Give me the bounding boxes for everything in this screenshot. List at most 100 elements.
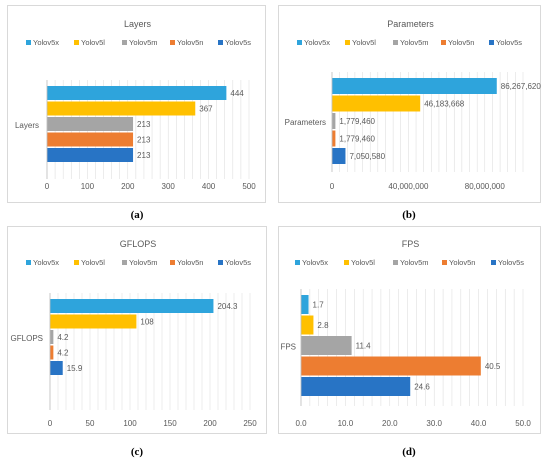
legend-swatch	[26, 260, 31, 265]
legend-swatch	[297, 40, 302, 45]
tick-label: 0	[48, 419, 53, 428]
chart-title: Parameters	[387, 19, 434, 29]
caption-c: (c)	[130, 446, 144, 458]
legend-swatch	[442, 260, 447, 265]
data-label: 4.2	[57, 349, 69, 358]
chart-panel-gflops: GFLOPS Yolov5x Yolov5l Yolov5m Yolov5n Yolov5…	[7, 226, 267, 434]
tick-label: 10.0	[338, 419, 354, 428]
bar-yolov5s	[47, 148, 134, 162]
legend-swatch	[295, 260, 300, 265]
legend-entry: Yolov5x	[302, 258, 328, 267]
tick-label: 0	[330, 182, 335, 191]
bar-yolov5n	[50, 345, 54, 360]
legend-swatch	[218, 40, 223, 45]
data-label: 24.6	[414, 383, 430, 392]
legend-entry: Yolov5x	[33, 258, 59, 267]
bar-yolov5m	[301, 336, 352, 355]
data-label: 108	[140, 318, 154, 327]
legend-swatch	[491, 260, 496, 265]
bar-yolov5s	[301, 377, 411, 396]
data-label: 213	[137, 151, 151, 160]
legend-entry: Yolov5l	[81, 258, 105, 267]
legend-entry: Yolov5m	[129, 38, 158, 47]
tick-label: 20.0	[382, 419, 398, 428]
tick-label: 200	[121, 182, 135, 191]
data-label: 15.9	[67, 364, 83, 373]
legend-entry: Yolov5m	[129, 258, 158, 267]
bar-yolov5n	[332, 130, 336, 147]
legend-swatch	[74, 260, 79, 265]
legend-swatch	[74, 40, 79, 45]
chart-title: Layers	[124, 19, 152, 29]
tick-label: 30.0	[426, 419, 442, 428]
bar-yolov5n	[301, 356, 481, 376]
tick-label: 0	[45, 182, 50, 191]
legend-swatch	[170, 260, 175, 265]
legend-entry: Yolov5n	[177, 38, 203, 47]
data-label: 213	[137, 136, 151, 145]
bar-yolov5x	[332, 78, 497, 94]
legend-entry: Yolov5m	[400, 38, 429, 47]
legend-swatch	[393, 40, 398, 45]
data-label: 204.3	[217, 302, 238, 311]
data-label: 46,183,668	[424, 100, 465, 109]
data-label: 7,050,580	[349, 152, 385, 161]
legend-swatch	[170, 40, 175, 45]
tick-label: 0.0	[295, 419, 307, 428]
data-label: 2.8	[317, 321, 329, 330]
tick-label: 40.0	[471, 419, 487, 428]
chart-panel-layers: Layers Yolov5x Yolov5l Yolov5m Yolov5n Yolov5…	[7, 5, 266, 203]
legend-entry: Yolov5n	[177, 258, 203, 267]
bar-yolov5l	[332, 95, 421, 112]
tick-label: 500	[242, 182, 256, 191]
bar-yolov5m	[47, 117, 134, 131]
data-label: 1,779,460	[339, 117, 375, 126]
legend-entry: Yolov5s	[498, 258, 524, 267]
category-label: Parameters	[285, 118, 326, 127]
chart-svg-parameters: Parameters Yolov5x Yolov5l Yolov5m Yolov5n Yo…	[285, 19, 542, 191]
data-label: 444	[230, 89, 244, 98]
legend-entry: Yolov5l	[352, 38, 376, 47]
category-label: Layers	[15, 121, 39, 130]
legend-entry: Yolov5n	[448, 38, 474, 47]
legend-entry: Yolov5x	[33, 38, 59, 47]
chart-svg-gflops: GFLOPS Yolov5x Yolov5l Yolov5m Yolov5n Yolov5…	[11, 239, 258, 428]
tick-label: 40,000,000	[388, 182, 429, 191]
legend-swatch	[393, 260, 398, 265]
chart-svg-layers: Layers Yolov5x Yolov5l Yolov5m Yolov5n Yolov5…	[15, 19, 256, 191]
bar-yolov5x	[301, 295, 309, 314]
caption-a: (a)	[130, 209, 144, 221]
category-label: FPS	[280, 342, 296, 351]
legend-entry: Yolov5n	[449, 258, 475, 267]
data-label: 367	[199, 105, 213, 114]
data-label: 1.7	[313, 301, 325, 310]
tick-label: 100	[123, 419, 137, 428]
data-label: 40.5	[485, 362, 501, 371]
caption-d: (d)	[402, 446, 416, 458]
legend-entry: Yolov5x	[304, 38, 330, 47]
tick-label: 400	[202, 182, 216, 191]
bar-yolov5l	[47, 101, 196, 116]
data-label: 11.4	[356, 342, 372, 351]
chart-title: FPS	[402, 239, 420, 249]
tick-label: 250	[243, 419, 257, 428]
bar-yolov5l	[50, 314, 137, 329]
legend-entry: Yolov5s	[225, 38, 251, 47]
bar-yolov5m	[50, 330, 54, 344]
legend-swatch	[26, 40, 31, 45]
legend-swatch	[344, 260, 349, 265]
bar-yolov5x	[50, 299, 214, 313]
legend-entry: Yolov5s	[225, 258, 251, 267]
legend-swatch	[345, 40, 350, 45]
tick-label: 300	[162, 182, 176, 191]
bar-yolov5n	[47, 132, 134, 147]
legend-entry: Yolov5s	[496, 38, 522, 47]
bar-yolov5x	[47, 86, 227, 100]
bar-yolov5s	[50, 361, 63, 375]
tick-label: 50	[86, 419, 95, 428]
chart-panel-fps: FPS Yolov5x Yolov5l Yolov5m Yolov5n Yolov5s 1.…	[278, 226, 541, 434]
tick-label: 150	[163, 419, 177, 428]
data-label: 4.2	[57, 333, 69, 342]
data-label: 86,267,620	[501, 82, 542, 91]
data-label: 1,779,460	[339, 135, 375, 144]
